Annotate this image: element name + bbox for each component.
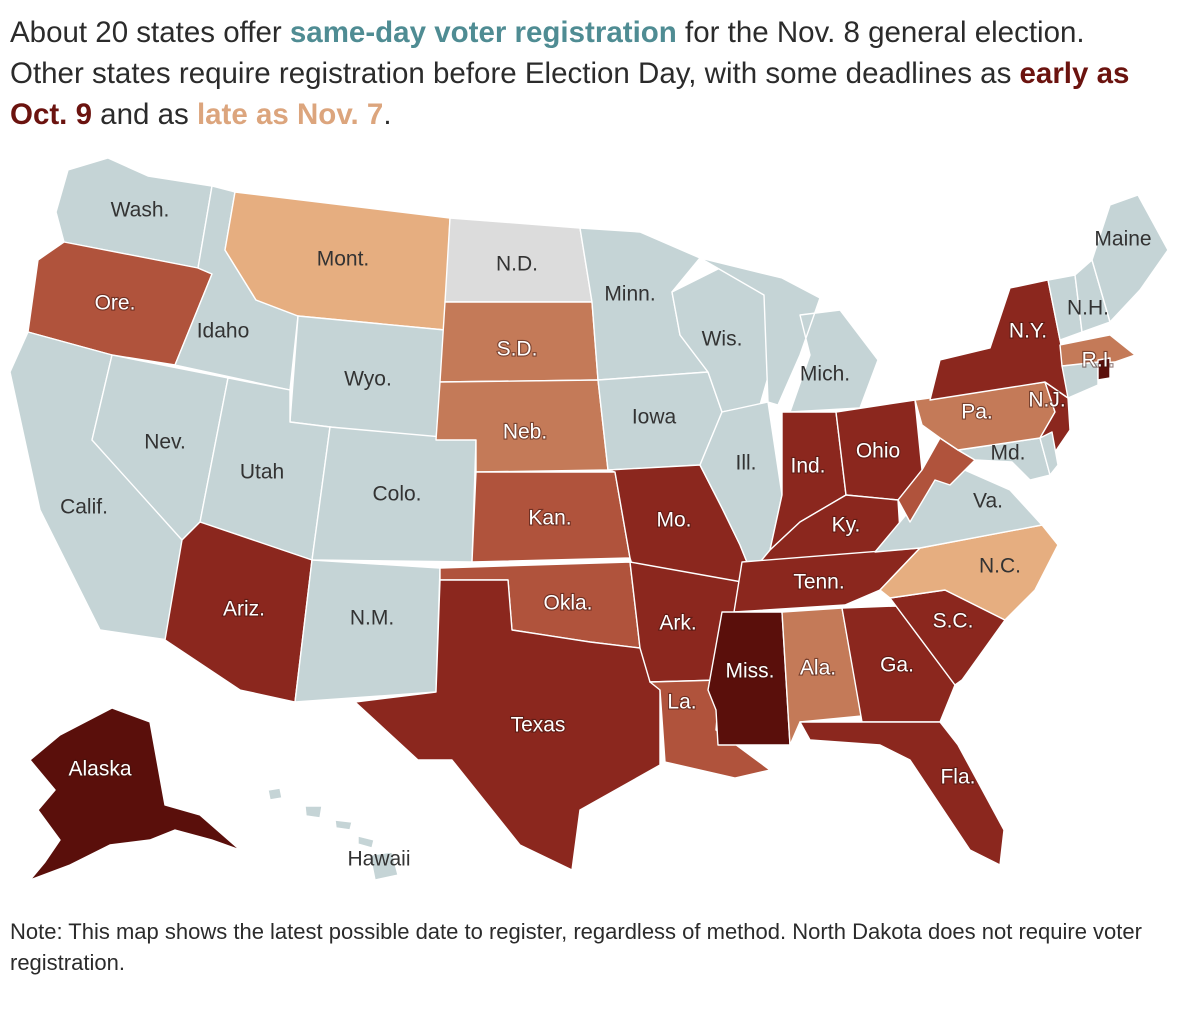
headline-text-2: for the Nov. 8 general election. Other s… [10, 16, 1085, 90]
label-tn: Tenn. [793, 571, 844, 594]
state-ny[interactable] [929, 279, 1069, 401]
state-hi[interactable] [267, 787, 399, 881]
label-nv: Nev. [144, 431, 186, 454]
label-ks: Kan. [528, 507, 571, 530]
early-deadline-highlight: early as Oct. 9 [10, 57, 1130, 131]
late-deadline-highlight: late as Nov. 7 [196, 98, 384, 131]
label-wa: Wash. [111, 199, 170, 222]
state-ct[interactable] [1061, 361, 1099, 399]
label-mt: Mont. [317, 248, 370, 271]
label-fl: Fla. [940, 766, 975, 789]
same-day-highlight: same-day voter registration [289, 16, 677, 49]
label-wy: Wyo. [344, 368, 392, 391]
label-ms: Miss. [726, 660, 775, 683]
label-il: Ill. [736, 452, 757, 475]
label-mi: Mich. [800, 363, 850, 386]
state-me[interactable] [1091, 194, 1169, 323]
label-sc: S.C. [933, 610, 974, 633]
state-ma[interactable] [1059, 334, 1136, 367]
label-or: Ore. [95, 292, 136, 315]
label-mo: Mo. [656, 509, 691, 532]
label-ga: Ga. [880, 654, 914, 677]
label-ia: Iowa [632, 406, 677, 429]
us-map: Wash. Ore. Calif. Nev. Idaho Mont. Wyo. … [0, 150, 1180, 890]
label-nd: N.D. [496, 253, 538, 276]
label-oh: Ohio [856, 440, 900, 463]
label-ok: Okla. [543, 592, 592, 615]
label-in: Ind. [790, 455, 825, 478]
label-hi: Hawaii [347, 848, 410, 871]
label-sd: S.D. [497, 338, 538, 361]
us-map-svg: Wash. Ore. Calif. Nev. Idaho Mont. Wyo. … [9, 157, 1169, 881]
state-de[interactable] [1039, 431, 1059, 476]
label-ar: Ark. [659, 612, 696, 635]
label-la: La. [667, 691, 696, 714]
label-ky: Ky. [832, 514, 861, 537]
state-al[interactable] [781, 607, 863, 746]
label-ne: Neb. [503, 421, 547, 444]
headline-text-1: About 20 states offer [10, 16, 290, 49]
state-fl[interactable] [799, 721, 1005, 866]
state-tx[interactable] [354, 579, 661, 871]
headline-text-3: and as [91, 98, 197, 131]
label-nc: N.C. [979, 555, 1021, 578]
state-ri[interactable] [1097, 357, 1111, 381]
label-az: Ariz. [223, 598, 265, 621]
label-va: Va. [973, 490, 1003, 513]
state-ga[interactable] [841, 605, 956, 723]
label-pa: Pa. [961, 401, 993, 424]
label-nm: N.M. [350, 607, 394, 630]
label-co: Colo. [372, 483, 421, 506]
label-ak: Alaska [68, 758, 131, 781]
label-ca: Calif. [60, 496, 108, 519]
label-ut: Utah [240, 461, 284, 484]
headline: About 20 states offer same-day voter reg… [10, 12, 1160, 135]
label-me: Maine [1094, 228, 1151, 251]
label-md: Md. [990, 442, 1025, 465]
label-wi: Wis. [702, 328, 743, 351]
label-tx: Texas [511, 714, 566, 737]
state-ak[interactable] [29, 707, 241, 881]
label-nj: N.J. [1028, 389, 1065, 412]
footnote: Note: This map shows the latest possible… [10, 919, 1142, 975]
state-nm[interactable] [294, 559, 441, 703]
label-nh: N.H. [1067, 297, 1109, 320]
label-id: Idaho [197, 320, 250, 343]
label-al: Ala. [800, 657, 836, 680]
label-ny: N.Y. [1009, 320, 1047, 343]
state-nc[interactable] [879, 524, 1059, 621]
label-ri: R.I. [1082, 349, 1115, 372]
label-mn: Minn. [604, 283, 655, 306]
headline-text-4: . [383, 98, 392, 131]
